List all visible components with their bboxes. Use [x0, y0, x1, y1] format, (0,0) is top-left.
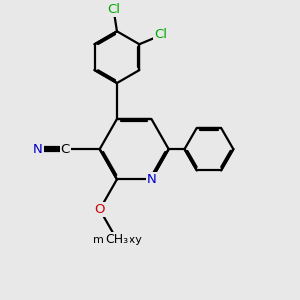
Text: N: N: [33, 143, 43, 156]
Text: N: N: [147, 173, 156, 186]
Text: methoxy: methoxy: [117, 229, 178, 243]
Text: methoxy: methoxy: [92, 235, 141, 245]
Text: Cl: Cl: [154, 28, 167, 41]
Text: CH₃: CH₃: [105, 233, 128, 246]
Text: C: C: [61, 143, 70, 156]
Text: Cl: Cl: [108, 3, 121, 16]
Text: O: O: [94, 203, 105, 216]
